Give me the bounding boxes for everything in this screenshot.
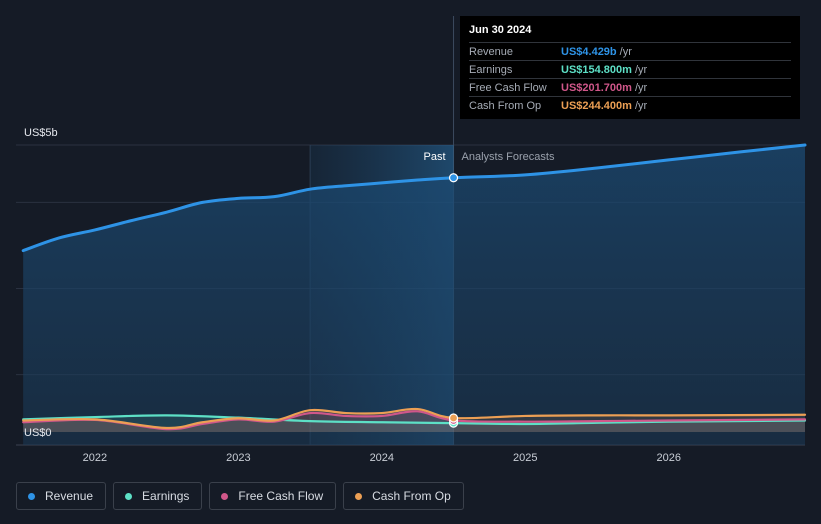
tooltip-unit: /yr bbox=[634, 63, 648, 76]
x-tick-label: 2022 bbox=[83, 452, 107, 464]
legend-item-revenue[interactable]: Revenue bbox=[16, 482, 107, 510]
tooltip-row-cash-from-op: Cash From Op US$244.400m /yr bbox=[469, 96, 791, 114]
cash-from-op-line bbox=[22, 407, 807, 430]
tooltip-value: US$4.429b bbox=[561, 45, 617, 58]
legend-item-cash-from-op[interactable]: Cash From Op bbox=[343, 482, 464, 510]
legend-label: Revenue bbox=[45, 489, 94, 503]
tooltip-unit: /yr bbox=[619, 45, 632, 58]
legend-dot-icon bbox=[355, 492, 363, 500]
tooltip-label: Revenue bbox=[469, 45, 514, 58]
forecast-label: Analysts Forecasts bbox=[462, 151, 555, 163]
revenue-area bbox=[23, 145, 805, 445]
revenue-line bbox=[21, 143, 807, 253]
x-tick-label: 2023 bbox=[226, 452, 250, 464]
tooltip-label: Earnings bbox=[469, 63, 513, 76]
cash-from-op-marker bbox=[448, 413, 459, 423]
legend-dot-icon bbox=[125, 492, 133, 500]
tooltip: Jun 30 2024 Revenue US$4.429b /yr Earnin… bbox=[460, 16, 800, 119]
legend-dot-icon bbox=[221, 492, 229, 500]
cash-from-op-area bbox=[23, 408, 805, 432]
earnings-line bbox=[22, 414, 807, 426]
tooltip-label: Free Cash Flow bbox=[469, 81, 547, 94]
legend-label: Cash From Op bbox=[372, 489, 451, 503]
tooltip-value: US$154.800m bbox=[561, 63, 632, 76]
tooltip-unit: /yr bbox=[634, 81, 648, 94]
legend-label: Earnings bbox=[142, 489, 190, 503]
y-axis-bottom-label: US$0 bbox=[24, 427, 52, 439]
free-cash-flow-line bbox=[22, 410, 807, 431]
tooltip-label: Cash From Op bbox=[469, 99, 542, 112]
tooltip-row-free-cash-flow: Free Cash Flow US$201.700m /yr bbox=[469, 78, 791, 96]
legend-dot-icon bbox=[28, 492, 35, 500]
revenue-earnings-chart: US$5b US$0 2022 2023 2024 2025 2026 Past Analyst… bbox=[16, 16, 807, 464]
legend-item-free-cash-flow[interactable]: Free Cash Flow bbox=[209, 482, 337, 510]
past-label: Past bbox=[424, 151, 446, 163]
tooltip-unit: /yr bbox=[634, 99, 648, 112]
tooltip-value: US$244.400m bbox=[561, 99, 632, 112]
tooltip-row-revenue: Revenue US$4.429b /yr bbox=[469, 42, 791, 60]
y-axis-top-label: US$5b bbox=[24, 127, 58, 139]
tooltip-value: US$201.700m bbox=[561, 81, 632, 94]
x-tick-label: 2026 bbox=[656, 452, 680, 464]
chart-legend: Revenue Earnings Free Cash Flow Cash Fro… bbox=[16, 482, 464, 510]
x-tick-label: 2024 bbox=[370, 452, 394, 464]
legend-item-earnings[interactable]: Earnings bbox=[113, 482, 203, 510]
tooltip-row-earnings: Earnings US$154.800m /yr bbox=[469, 60, 791, 78]
tooltip-date: Jun 30 2024 bbox=[469, 24, 532, 36]
legend-label: Free Cash Flow bbox=[238, 489, 324, 503]
x-tick-label: 2025 bbox=[513, 452, 537, 464]
revenue-marker bbox=[448, 173, 459, 183]
